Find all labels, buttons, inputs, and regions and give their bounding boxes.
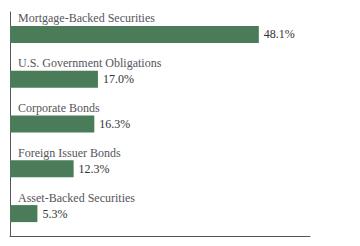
- svg-text:17.0%: 17.0%: [103, 72, 134, 86]
- svg-text:5.3%: 5.3%: [42, 207, 67, 221]
- svg-text:Corporate Bonds: Corporate Bonds: [18, 101, 100, 115]
- svg-text:16.3%: 16.3%: [99, 117, 130, 131]
- svg-text:12.3%: 12.3%: [79, 162, 110, 176]
- svg-text:U.S. Government Obligations: U.S. Government Obligations: [18, 56, 162, 70]
- svg-text:Foreign Issuer Bonds: Foreign Issuer Bonds: [18, 146, 121, 160]
- svg-text:48.1%: 48.1%: [264, 27, 295, 41]
- svg-text:Asset-Backed Securities: Asset-Backed Securities: [18, 191, 135, 205]
- svg-text:Mortgage-Backed Securities: Mortgage-Backed Securities: [18, 11, 155, 25]
